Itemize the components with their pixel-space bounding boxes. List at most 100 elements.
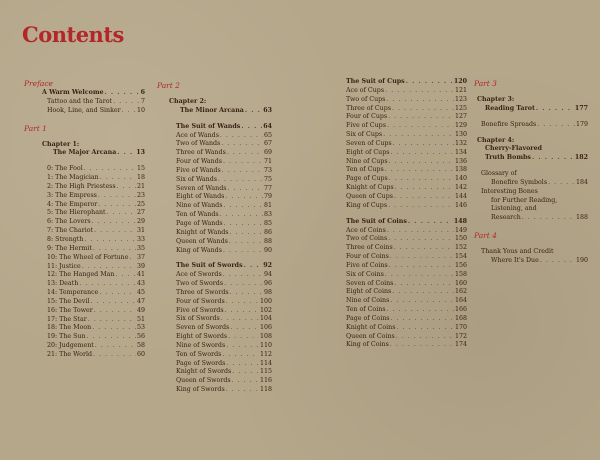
toc-entry[interactable]: Five of Wands 73 (157, 167, 272, 176)
toc-entry[interactable]: Five of Cups 129 (346, 122, 467, 131)
toc-entry[interactable]: Four of Coins 154 (346, 253, 467, 262)
toc-entry[interactable]: King of Wands 90 (157, 247, 272, 256)
dot-leader (225, 193, 263, 202)
toc-entry[interactable]: 8: Strength 33 (24, 236, 145, 245)
entry-title: Eight of Swords (176, 333, 228, 341)
toc-entry[interactable]: Nine of Wands 81 (157, 202, 272, 211)
toc-entry[interactable]: The Suit of Coins 148 (346, 218, 467, 227)
toc-entry[interactable]: 18: The Moon 53 (24, 324, 145, 333)
toc-entry[interactable]: Two of Coins 150 (346, 235, 467, 244)
toc-entry[interactable]: 9: The Hermit 35 (24, 245, 145, 254)
toc-entry[interactable]: The Suit of Wands 64 (157, 123, 272, 132)
toc-entry[interactable]: Nine of Cups 136 (346, 158, 467, 167)
toc-entry[interactable]: 13: Death 43 (24, 280, 145, 289)
toc-entry[interactable]: Bonefire Spreads 179 (474, 121, 588, 130)
toc-entry[interactable]: 2: The High Priestess 21 (24, 183, 145, 192)
toc-entry[interactable]: Three of Cups 125 (346, 105, 467, 114)
toc-entry[interactable]: 10: The Wheel of Fortune 37 (24, 254, 145, 263)
toc-entry[interactable]: The Suit of Swords 92 (157, 262, 272, 271)
toc-entry[interactable]: Ten of Wands 83 (157, 211, 272, 220)
toc-entry[interactable]: Bonefire Symbols 184 (474, 179, 588, 188)
toc-entry[interactable]: Seven of Wands 77 (157, 185, 272, 194)
toc-entry[interactable]: Knight of Swords 115 (157, 368, 272, 377)
toc-entry[interactable]: 0: The Fool 15 (24, 165, 145, 174)
toc-entry[interactable]: 17: The Star 51 (24, 316, 145, 325)
toc-entry[interactable]: Reading Tarot 177 (474, 105, 588, 114)
toc-entry[interactable]: Knight of Wands 86 (157, 229, 272, 238)
toc-entry[interactable]: Six of Coins 158 (346, 271, 467, 280)
toc-entry[interactable]: The Major Arcana 13 (24, 149, 145, 158)
toc-entry[interactable]: Ten of Swords 112 (157, 351, 272, 360)
toc-entry[interactable]: Four of Cups 127 (346, 113, 467, 122)
toc-entry[interactable]: Where It's Due 190 (474, 257, 588, 266)
entry-title: Cherry-Flavored (485, 145, 543, 153)
toc-entry[interactable]: Six of Swords 104 (157, 315, 272, 324)
toc-entry[interactable]: 6: The Lovers 29 (24, 218, 145, 227)
toc-entry[interactable]: Truth Bombs 182 (474, 154, 588, 163)
toc-entry[interactable]: King of Cups 146 (346, 202, 467, 211)
toc-entry[interactable]: Three of Swords 98 (157, 289, 272, 298)
toc-entry[interactable]: 1: The Magician 18 (24, 174, 145, 183)
toc-entry[interactable]: 4: The Emperor 25 (24, 201, 145, 210)
toc-entry[interactable]: Nine of Coins 164 (346, 297, 467, 306)
page-number: 73 (263, 166, 272, 174)
toc-entry[interactable]: Queen of Swords 116 (157, 377, 272, 386)
toc-entry[interactable]: Three of Wands 69 (157, 149, 272, 158)
toc-entry[interactable]: 5: The Hierophant 27 (24, 209, 145, 218)
toc-entry[interactable]: Eight of Swords 108 (157, 333, 272, 342)
toc-entry[interactable]: Queen of Coins 172 (346, 333, 467, 342)
page-number: 47 (136, 297, 145, 305)
toc-entry[interactable]: Eight of Cups 134 (346, 149, 467, 158)
toc-entry[interactable]: Two of Wands 67 (157, 140, 272, 149)
toc-entry[interactable]: Research 188 (474, 214, 588, 223)
toc-entry[interactable]: 12: The Hanged Man 41 (24, 271, 145, 280)
toc-entry[interactable]: Ace of Cups 121 (346, 87, 467, 96)
toc-entry[interactable]: 3: The Empress 23 (24, 192, 145, 201)
toc-entry[interactable]: 16: The Tower 49 (24, 307, 145, 316)
toc-entry[interactable]: 19: The Sun 56 (24, 333, 145, 342)
toc-entry[interactable]: Ace of Coins 149 (346, 227, 467, 236)
toc-entry[interactable]: Seven of Swords 106 (157, 324, 272, 333)
toc-entry[interactable]: Two of Swords 96 (157, 280, 272, 289)
toc-entry[interactable]: Six of Cups 130 (346, 131, 467, 140)
toc-entry[interactable]: 11: Justice 39 (24, 263, 145, 272)
toc-entry[interactable]: Four of Wands 71 (157, 158, 272, 167)
toc-entry[interactable]: 21: The World 60 (24, 351, 145, 360)
toc-entry[interactable]: Page of Swords 114 (157, 360, 272, 369)
toc-entry[interactable]: Six of Wands 75 (157, 176, 272, 185)
toc-entry[interactable]: The Suit of Cups 120 (346, 78, 467, 87)
toc-entry[interactable]: Nine of Swords 110 (157, 342, 272, 351)
toc-entry[interactable]: Seven of Cups 132 (346, 140, 467, 149)
toc-entry[interactable]: 20: Judgement 58 (24, 342, 145, 351)
toc-entry[interactable]: Tattoo and the Tarot 7 (24, 98, 145, 107)
toc-entry[interactable]: Ten of Cups 138 (346, 166, 467, 175)
toc-entry[interactable]: Ace of Wands 65 (157, 132, 272, 141)
toc-entry[interactable]: Page of Cups 140 (346, 175, 467, 184)
toc-entry[interactable]: Queen of Wands 88 (157, 238, 272, 247)
toc-entry[interactable]: Two of Cups 123 (346, 96, 467, 105)
toc-entry[interactable]: Knight of Coins 170 (346, 324, 467, 333)
toc-entry[interactable]: 14: Temperance 45 (24, 289, 145, 298)
toc-entry[interactable]: King of Swords 118 (157, 386, 272, 395)
toc-entry[interactable]: Three of Coins 152 (346, 244, 467, 253)
toc-entry[interactable]: 15: The Devil 47 (24, 298, 145, 307)
toc-entry[interactable]: King of Coins 174 (346, 341, 467, 350)
toc-entry[interactable]: Five of Swords 102 (157, 307, 272, 316)
toc-entry[interactable]: The Minor Arcana 63 (157, 107, 272, 116)
toc-entry[interactable]: Knight of Cups 142 (346, 184, 467, 193)
toc-entry[interactable]: Page of Wands 85 (157, 220, 272, 229)
dot-leader (227, 149, 263, 158)
toc-entry[interactable]: Four of Swords 100 (157, 298, 272, 307)
toc-entry[interactable]: Page of Coins 168 (346, 315, 467, 324)
toc-entry[interactable]: 7: The Chariot 31 (24, 227, 145, 236)
toc-entry[interactable]: Five of Coins 156 (346, 262, 467, 271)
toc-entry[interactable]: Queen of Cups 144 (346, 193, 467, 202)
toc-entry[interactable]: Eight of Coins 162 (346, 288, 467, 297)
toc-entry[interactable]: Hook, Line, and Sinker 10 (24, 107, 145, 116)
toc-entry[interactable]: Seven of Coins 160 (346, 280, 467, 289)
toc-entry[interactable]: Ace of Swords 94 (157, 271, 272, 280)
toc-entry[interactable]: A Warm Welcome 6 (24, 89, 145, 98)
toc-entry[interactable]: Eight of Wands 79 (157, 193, 272, 202)
entry-title: 19: The Sun (47, 333, 86, 341)
toc-entry[interactable]: Ten of Coins 166 (346, 306, 467, 315)
